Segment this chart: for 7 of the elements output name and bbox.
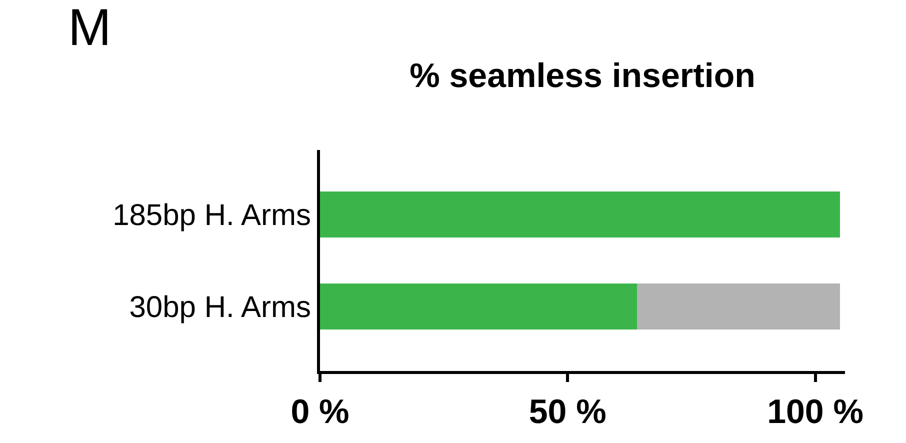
text: M [68, 0, 112, 57]
x-tick-label: 100 % [767, 392, 864, 431]
x-tick-label: 0 % [290, 392, 350, 431]
x-tick-label: 50 % [528, 392, 606, 431]
y-tick-label: 30bp H. Arms [129, 291, 311, 324]
y-tick-label: 185bp H. Arms [112, 198, 311, 232]
chart-title: % seamless insertion [410, 57, 756, 96]
